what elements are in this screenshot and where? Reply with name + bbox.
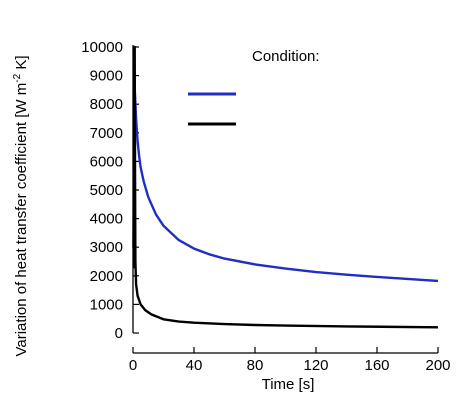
x-tick-label: 120 <box>303 357 328 374</box>
y-tick-label: 9000 <box>90 68 123 85</box>
y-axis-title-tail: K] <box>13 56 30 74</box>
series-line-2 <box>132 45 439 329</box>
y-tick-label: 1000 <box>90 296 123 313</box>
x-tick-label: 160 <box>364 357 389 374</box>
series-line-1 <box>133 84 439 283</box>
y-axis-title: Variation of heat transfer coefficient [… <box>12 56 30 357</box>
y-tick-label: 2000 <box>90 268 123 285</box>
series-layer <box>132 45 439 329</box>
y-tick-label: 3000 <box>90 239 123 256</box>
y-tick-label: 6000 <box>90 153 123 170</box>
x-tick-label: 80 <box>247 357 264 374</box>
y-axis-ticks: 0 1000 2000 3000 4000 5000 6000 7000 8000 9000 100… <box>81 39 139 342</box>
y-tick-label: 7000 <box>90 125 123 142</box>
x-tick-label: 0 <box>129 357 137 374</box>
y-tick-label: 0 <box>115 325 123 342</box>
y-axis-title-main: Variation of heat transfer coefficient [… <box>13 83 30 357</box>
x-axis-title: Time [s] <box>262 376 315 393</box>
x-axis-ticks: 0 40 80 120 160 200 <box>129 347 451 374</box>
x-tick-label: 200 <box>425 357 450 374</box>
y-axis-title-sup: -2 <box>12 73 23 82</box>
x-tick-label: 40 <box>186 357 203 374</box>
legend-title: Condition: <box>252 48 320 65</box>
y-tick-label: 10000 <box>81 39 123 56</box>
y-tick-label: 4000 <box>90 211 123 228</box>
y-tick-label: 5000 <box>90 182 123 199</box>
y-tick-label: 8000 <box>90 96 123 113</box>
